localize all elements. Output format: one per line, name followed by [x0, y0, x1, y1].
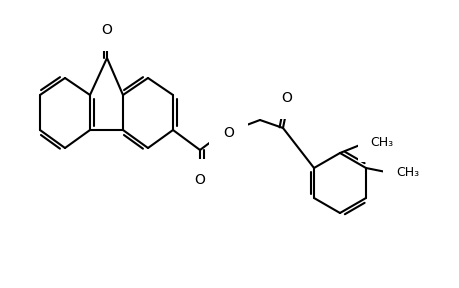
Text: CH₃: CH₃: [370, 137, 393, 149]
Text: O: O: [281, 91, 292, 105]
Text: CH₃: CH₃: [396, 166, 419, 179]
Text: O: O: [195, 173, 206, 187]
Text: O: O: [223, 126, 234, 140]
Text: O: O: [101, 23, 112, 37]
